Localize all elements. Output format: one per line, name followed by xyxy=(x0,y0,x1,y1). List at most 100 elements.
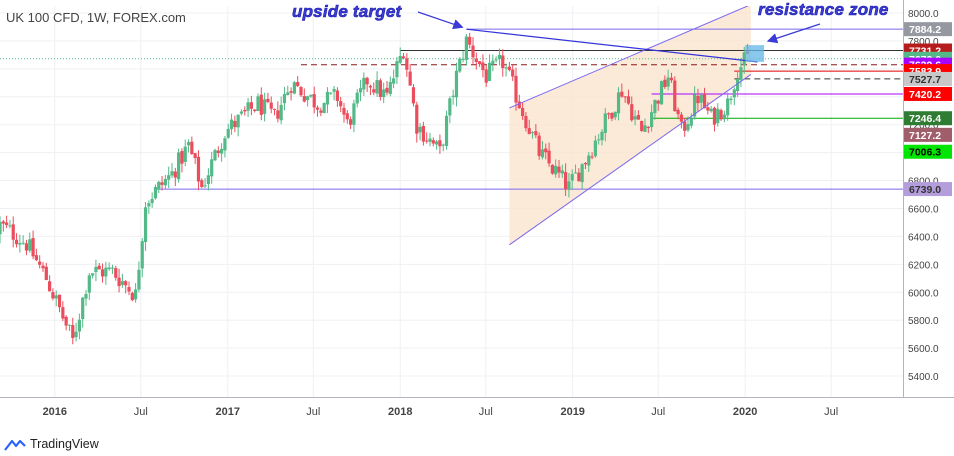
candle-down xyxy=(266,98,270,103)
candle-up xyxy=(157,181,161,189)
y-tick-label: 7200.0 xyxy=(908,121,939,132)
candle-down xyxy=(233,120,237,128)
price-label: 7420.2 xyxy=(904,86,952,101)
candle-up xyxy=(94,266,98,273)
candle-up xyxy=(67,324,72,326)
candle-up xyxy=(153,186,158,199)
brand-label: TradingView xyxy=(30,437,99,451)
candle-down xyxy=(349,119,353,125)
candle-up xyxy=(256,96,260,112)
candle-up xyxy=(689,117,693,126)
price-label-text: 6739.0 xyxy=(909,184,941,196)
candle-down xyxy=(544,148,548,153)
x-tick-label: 2020 xyxy=(733,406,757,418)
y-tick-label: 6200.0 xyxy=(908,260,939,271)
candle-down xyxy=(319,110,323,113)
candle-down xyxy=(679,114,683,122)
candle-down xyxy=(24,243,29,251)
candle-down xyxy=(557,166,561,173)
candle-up xyxy=(491,60,495,65)
candle-down xyxy=(401,56,406,59)
candle-up xyxy=(107,267,111,270)
candle-up xyxy=(150,198,154,204)
resistance-zone-annotation: resistance zone xyxy=(758,0,889,19)
candle-down xyxy=(474,58,478,62)
candle-down xyxy=(501,55,505,69)
candle-up xyxy=(322,103,326,113)
candle-down xyxy=(249,102,253,109)
candle-up xyxy=(120,281,124,285)
upside-target-annotation: upside target xyxy=(292,2,402,22)
plot-area xyxy=(0,6,903,397)
candle-down xyxy=(673,80,677,112)
upside-target-arrow xyxy=(417,11,464,30)
candle-down xyxy=(41,265,45,269)
candle-up xyxy=(84,293,88,299)
candle-up xyxy=(643,125,647,132)
candle-down xyxy=(669,77,674,81)
candle-down xyxy=(253,109,257,111)
candle-down xyxy=(630,104,634,121)
candle-up xyxy=(286,92,290,96)
candle-up xyxy=(388,81,392,95)
candle-down xyxy=(438,140,442,147)
price-label-text: 7246.4 xyxy=(909,113,941,125)
candle-down xyxy=(537,135,541,156)
candle-up xyxy=(87,275,91,293)
candle-up xyxy=(28,239,32,251)
x-tick-label: Jul xyxy=(134,406,148,418)
candle-down xyxy=(71,325,75,339)
candle-down xyxy=(296,82,300,87)
candle-down xyxy=(200,180,204,188)
price-label-text: 7006.3 xyxy=(909,147,941,159)
candle-down xyxy=(345,113,349,120)
candle-down xyxy=(514,75,518,103)
candle-up xyxy=(352,103,356,125)
candle-up xyxy=(448,98,452,116)
price-label-text: 7527.7 xyxy=(909,74,941,86)
candle-down xyxy=(44,266,48,281)
candle-up xyxy=(18,243,22,245)
candle-up xyxy=(567,181,571,190)
x-tick-label: 2019 xyxy=(560,406,584,418)
candle-up xyxy=(458,58,462,72)
candle-up xyxy=(236,114,240,128)
candle-down xyxy=(372,89,376,93)
x-tick-label: Jul xyxy=(479,406,493,418)
candle-up xyxy=(600,131,604,141)
candle-down xyxy=(190,141,194,155)
candle-down xyxy=(663,79,667,88)
candle-down xyxy=(507,66,511,71)
candle-up xyxy=(633,116,637,120)
price-label: 7884.2 xyxy=(904,22,952,37)
tradingview-brand[interactable]: TradingView xyxy=(4,436,99,452)
candle-up xyxy=(693,94,697,117)
candle-down xyxy=(676,109,680,115)
candle-down xyxy=(243,110,247,112)
candle-up xyxy=(666,77,670,87)
candle-up xyxy=(263,99,267,114)
candle-down xyxy=(339,101,343,107)
candle-up xyxy=(716,108,720,124)
candle-down xyxy=(216,150,220,153)
candle-down xyxy=(365,77,369,85)
candle-up xyxy=(398,55,402,63)
y-tick-label: 5600.0 xyxy=(908,344,939,355)
y-tick-label: 8000.0 xyxy=(908,9,939,20)
candle-up xyxy=(732,89,736,98)
candle-up xyxy=(616,92,621,114)
candle-down xyxy=(57,294,62,308)
candle-up xyxy=(530,132,535,134)
candle-down xyxy=(31,238,35,257)
candle-up xyxy=(653,99,657,114)
candle-up xyxy=(650,112,654,128)
price-label-bg xyxy=(904,86,952,101)
price-label-text: 7420.2 xyxy=(909,89,941,101)
candle-up xyxy=(213,150,217,161)
candle-up xyxy=(540,149,545,158)
candle-down xyxy=(51,292,55,299)
candle-down xyxy=(719,110,723,120)
candle-down xyxy=(610,112,614,119)
x-tick-label: Jul xyxy=(306,406,320,418)
